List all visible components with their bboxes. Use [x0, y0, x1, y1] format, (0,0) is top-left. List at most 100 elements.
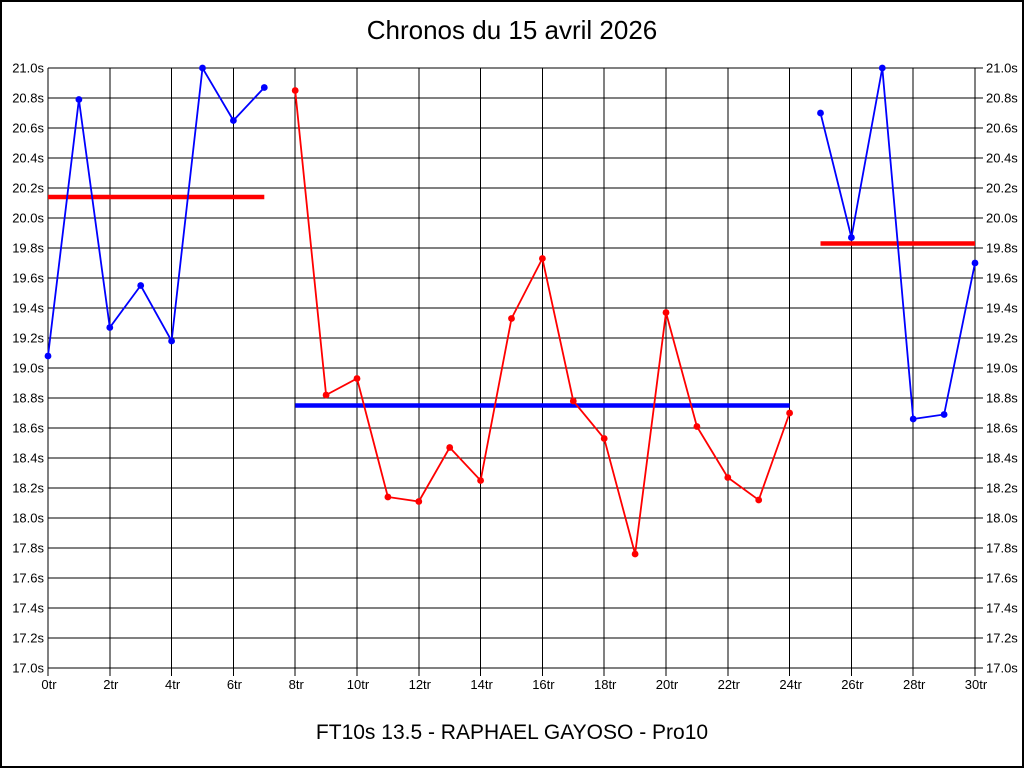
axis-ticks: [47, 67, 983, 676]
data-point: [353, 375, 361, 382]
chart-caption: FT10s 13.5 - RAPHAEL GAYOSO - Pro10: [315, 721, 709, 744]
y-tick-label: 19.4s: [12, 301, 44, 316]
y-tick-label: 19.8s: [986, 241, 1018, 256]
y-tick-label: 20.6s: [12, 121, 44, 136]
y-tick-label: 19.8s: [12, 241, 44, 256]
data-point: [662, 309, 670, 316]
y-tick-label: 18.8s: [986, 391, 1018, 406]
x-tick-label: 12tr: [409, 677, 432, 692]
x-tick-label: 18tr: [594, 677, 617, 692]
y-tick-label: 20.4s: [986, 151, 1018, 166]
y-tick-label: 17.4s: [12, 601, 44, 616]
x-tick-label: 20tr: [656, 677, 679, 692]
data-point: [971, 259, 979, 267]
x-tick-label: 8tr: [289, 677, 305, 692]
x-tick-label: 0tr: [41, 677, 57, 692]
y-tick-label: 19.6s: [12, 271, 44, 286]
y-tick-label: 20.8s: [986, 91, 1018, 106]
chart-title: Chronos du 15 avril 2026: [366, 15, 658, 45]
y-tick-label: 19.6s: [986, 271, 1018, 286]
y-tick-label: 21.0s: [12, 61, 44, 76]
y-tick-label: 18.2s: [12, 481, 44, 496]
y-tick-label: 18.4s: [986, 451, 1018, 466]
data-point: [106, 324, 114, 331]
data-point: [415, 498, 423, 505]
y-tick-label: 17.0s: [986, 661, 1018, 676]
grid-lines: [47, 67, 976, 669]
x-tick-label: 14tr: [470, 677, 493, 692]
x-tick-label: 4tr: [165, 677, 181, 692]
y-axis-labels-left: 21.0s 20.8s 20.6s 20.4s 20.2s 20.0s 19.8s 19.6s…: [12, 61, 44, 676]
y-tick-label: 19.4s: [986, 301, 1018, 316]
x-axis-labels: 0tr 2tr 4tr 6tr 8tr 10tr 12tr 14tr 16tr 18tr 20tr 2…: [41, 677, 987, 692]
y-tick-label: 20.0s: [986, 211, 1018, 226]
y-tick-label: 17.2s: [986, 631, 1018, 646]
y-tick-label: 17.8s: [986, 541, 1018, 556]
data-point: [322, 391, 330, 399]
data-point: [137, 282, 145, 289]
x-tick-label: 26tr: [841, 677, 864, 692]
y-tick-label: 20.2s: [12, 181, 44, 196]
data-point: [817, 109, 824, 117]
y-tick-label: 18.2s: [986, 481, 1018, 496]
y-tick-label: 17.6s: [986, 571, 1018, 586]
data-point: [75, 96, 83, 103]
data-point: [44, 352, 52, 360]
y-tick-label: 18.4s: [12, 451, 44, 466]
chronos-blue-segment-2-line: [819, 67, 976, 421]
y-tick-label: 18.6s: [986, 421, 1018, 436]
x-tick-label: 10tr: [347, 677, 370, 692]
x-tick-label: 24tr: [779, 677, 802, 692]
chronos-blue-segment-1-line: [47, 65, 265, 357]
data-point: [878, 64, 886, 72]
data-point: [940, 411, 948, 418]
y-tick-label: 18.8s: [12, 391, 44, 406]
y-tick-label: 19.2s: [12, 331, 44, 346]
y-tick-label: 19.0s: [986, 361, 1018, 376]
y-tick-label: 20.0s: [12, 211, 44, 226]
y-tick-label: 20.4s: [12, 151, 44, 166]
data-point: [446, 444, 454, 451]
series-chronos-blue-segment-1: [44, 64, 268, 360]
series-chronos-red-segment: [291, 87, 793, 558]
x-tick-label: 22tr: [718, 677, 741, 692]
data-point: [631, 550, 639, 558]
y-tick-label: 17.0s: [12, 661, 44, 676]
data-point: [477, 477, 484, 484]
x-tick-label: 30tr: [965, 677, 988, 692]
y-tick-label: 18.0s: [986, 511, 1018, 526]
data-point: [786, 409, 793, 417]
data-point: [168, 337, 176, 345]
y-tick-label: 18.6s: [12, 421, 44, 436]
data-point: [384, 493, 392, 501]
data-point: [693, 423, 701, 430]
data-point: [755, 496, 763, 504]
y-tick-label: 19.0s: [12, 361, 44, 376]
data-point: [199, 64, 206, 72]
x-tick-label: 28tr: [903, 677, 926, 692]
y-tick-label: 21.0s: [986, 61, 1018, 76]
data-point: [848, 234, 855, 241]
data-point: [260, 84, 268, 91]
data-point: [291, 87, 299, 94]
y-tick-label: 17.6s: [12, 571, 44, 586]
x-tick-label: 6tr: [227, 677, 243, 692]
x-tick-label: 16tr: [532, 677, 555, 692]
y-tick-label: 20.2s: [986, 181, 1018, 196]
data-point: [600, 435, 608, 442]
series-chronos-blue-segment-2: [817, 64, 979, 423]
data-point: [569, 397, 577, 405]
y-tick-label: 20.8s: [12, 91, 44, 106]
y-tick-label: 17.4s: [986, 601, 1018, 616]
data-point: [230, 117, 237, 124]
data-point: [508, 315, 515, 322]
y-axis-labels-right: 21.0s 20.8s 20.6s 20.4s 20.2s 20.0s 19.8s 19.6s…: [986, 61, 1018, 676]
y-tick-label: 18.0s: [12, 511, 44, 526]
y-tick-label: 20.6s: [986, 121, 1018, 136]
data-point: [909, 415, 917, 423]
x-tick-label: 2tr: [103, 677, 119, 692]
y-tick-label: 19.2s: [986, 331, 1018, 346]
data-point: [539, 255, 546, 262]
